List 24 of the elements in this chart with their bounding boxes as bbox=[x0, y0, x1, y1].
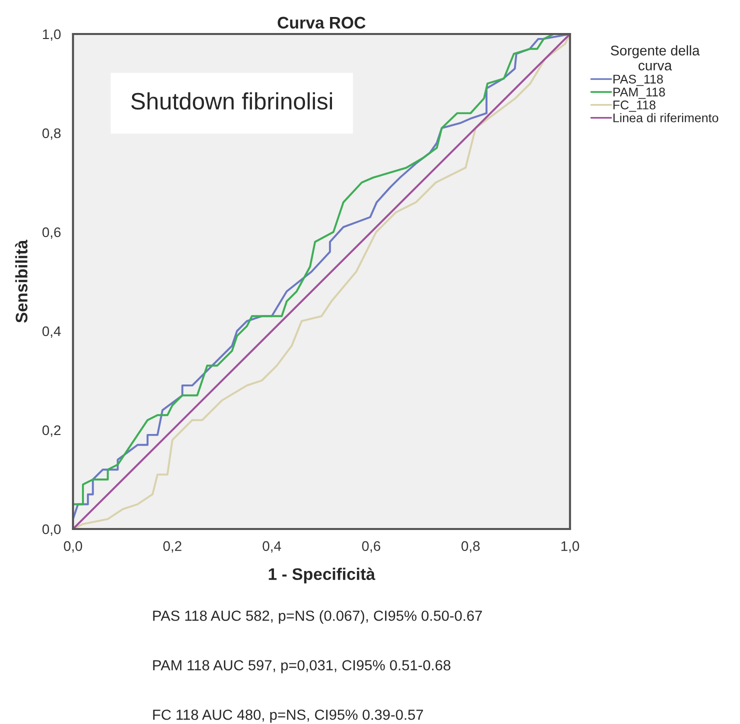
y-axis-title: Sensibilità bbox=[15, 240, 28, 323]
annotation: Shutdown fibrinolisi bbox=[131, 92, 332, 110]
x-tick-label: 0,4 bbox=[262, 541, 282, 553]
y-tick-label: 0,6 bbox=[42, 227, 61, 239]
text: PAS 118 AUC 582, p=NS (0.067), CI95% 0.50-0.67 bbox=[153, 610, 482, 624]
y-tick-label: 0,4 bbox=[42, 326, 61, 338]
y-tick-label: 0,0 bbox=[42, 524, 61, 536]
chart-title: Curva ROC bbox=[278, 16, 366, 29]
text: PAM 118 AUC 597, p=0,031, CI95% 0.51-0.68 bbox=[153, 660, 450, 674]
text: FC 118 AUC 480, p=NS, CI95% 0.39-0.57 bbox=[153, 710, 423, 723]
y-tick-label: 1,0 bbox=[42, 29, 61, 41]
y-tick-label: 0,2 bbox=[42, 425, 60, 437]
x-tick-label: 0,6 bbox=[362, 541, 380, 553]
legend-title: Sorgente della curva bbox=[610, 45, 700, 70]
legend-label: Linea di riferimento bbox=[613, 113, 718, 122]
x-tick-label: 0,0 bbox=[64, 541, 82, 553]
x-tick-label: 0,8 bbox=[461, 541, 480, 553]
legend-label: PAM_118 bbox=[613, 88, 665, 99]
legend-label: FC_118 bbox=[613, 100, 656, 112]
legend-label: PAS_118 bbox=[613, 74, 663, 86]
y-tick-label: 0,8 bbox=[42, 128, 61, 140]
x-tick-label: 1,0 bbox=[561, 541, 580, 553]
x-tick-label: 0,2 bbox=[163, 541, 182, 553]
x-axis-title: 1 - Specificità bbox=[268, 568, 376, 584]
